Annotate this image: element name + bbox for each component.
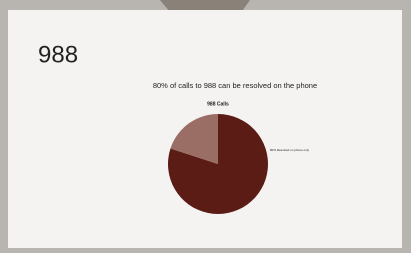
photo: 988 80% of calls to 988 can be resolved … xyxy=(0,0,411,253)
slide-title: 988 xyxy=(38,41,78,68)
page: 988 80% of calls to 988 can be resolved … xyxy=(0,0,411,253)
headline: 80% of calls to 988 can be resolved on t… xyxy=(153,81,317,90)
slice-label: 80% Resolved on phone only xyxy=(270,148,310,152)
chart-title: 988 Calls xyxy=(207,101,229,107)
